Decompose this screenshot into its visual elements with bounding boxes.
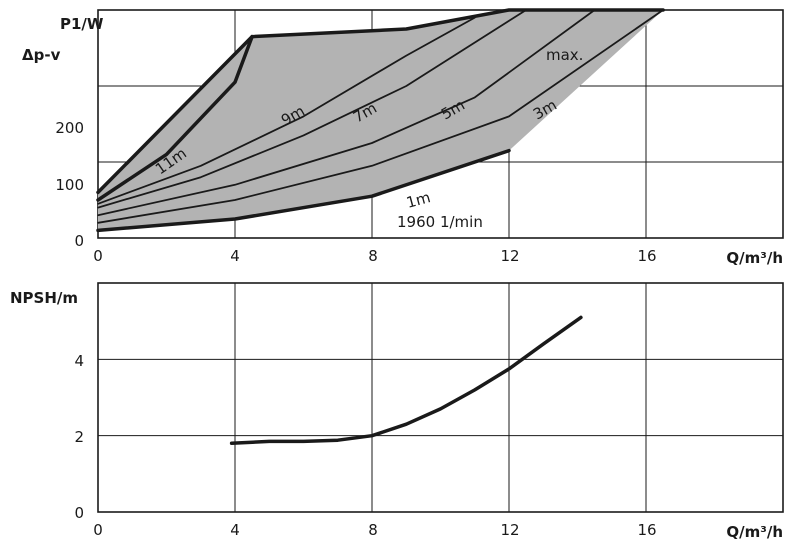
npsh-chart-frame — [97, 282, 784, 513]
power-series-2 — [97, 16, 476, 205]
power-xtick-4: 4 — [230, 247, 240, 265]
power-ytick-0: 0 — [74, 232, 84, 250]
power-series-5 — [97, 9, 664, 224]
power-xtick-0: 0 — [93, 247, 103, 265]
power-xtick-16: 16 — [637, 247, 656, 265]
power-ytick-100: 100 — [55, 176, 84, 194]
npsh-xtick-8: 8 — [368, 521, 378, 539]
power-series-6 — [96, 148, 511, 233]
npsh-ylabel: NPSH/m — [10, 289, 78, 307]
power-xlabel: Q/m³/h — [726, 249, 783, 267]
power-xtick-12: 12 — [500, 247, 519, 265]
power-ytick-200: 200 — [55, 119, 84, 137]
npsh-chart-grid — [98, 283, 783, 512]
label-speed: 1960 1/min — [397, 213, 483, 231]
power-ylabel-2: Δp-v — [22, 46, 61, 64]
npsh-xlabel: Q/m³/h — [726, 523, 783, 541]
power-series-0 — [96, 8, 665, 195]
power-series-1 — [96, 34, 254, 202]
npsh-chart-series — [229, 315, 583, 446]
npsh-xtick-16: 16 — [637, 521, 656, 539]
npsh-xtick-4: 4 — [230, 521, 240, 539]
power-envelope-fill — [98, 10, 664, 231]
npsh-chart: NPSH/m 0 2 4 0 4 8 12 16 Q/m³/h — [10, 282, 784, 541]
npsh-ytick-4: 4 — [74, 352, 84, 370]
label-max: max. — [546, 46, 583, 64]
label-1m: 1m — [404, 188, 432, 212]
power-series-3 — [97, 9, 527, 209]
power-chart: P1/W Δp-v 0 100 200 0 4 8 12 16 Q/m³/h m… — [22, 8, 784, 267]
power-chart-series — [96, 8, 665, 233]
power-series-4 — [97, 9, 596, 217]
npsh-ytick-2: 2 — [74, 428, 84, 446]
power-ylabel-1: P1/W — [60, 15, 104, 33]
npsh-xtick-12: 12 — [500, 521, 519, 539]
power-xtick-8: 8 — [368, 247, 378, 265]
npsh-ytick-0: 0 — [74, 504, 84, 522]
npsh-xtick-0: 0 — [93, 521, 103, 539]
npsh-series-0 — [229, 315, 583, 446]
